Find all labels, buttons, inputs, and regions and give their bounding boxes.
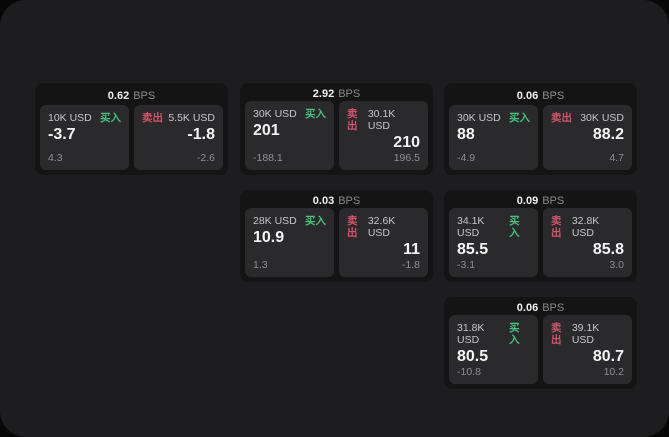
sell-size: 32.6K USD: [367, 215, 396, 239]
card-header: 2.92 BPS: [245, 87, 428, 101]
buy-size: 10K USD: [48, 112, 92, 124]
buy-price: 80.5: [457, 348, 489, 365]
sell-label: 卖出: [551, 112, 572, 124]
buy-panel[interactable]: 30K USD 买入 201 -188.1: [245, 101, 334, 170]
quote-card: 2.92 BPS 30K USD 买入 201 -188.1 卖出 30.1K …: [240, 83, 433, 175]
bps-value: 0.62: [107, 90, 130, 102]
bps-unit-label: BPS: [338, 88, 361, 100]
sell-delta: 3.0: [609, 259, 624, 271]
buy-delta: -4.9: [457, 152, 476, 164]
card-header: 0.62 BPS: [40, 87, 223, 105]
buy-size: 31.8K USD: [457, 322, 485, 346]
bps-unit-label: BPS: [542, 195, 565, 207]
sell-label: 卖出: [142, 112, 163, 124]
buy-panel[interactable]: 10K USD 买入 -3.7 4.3: [40, 105, 129, 170]
bps-unit-label: BPS: [542, 302, 565, 314]
buy-size: 28K USD: [253, 215, 297, 227]
buy-price: 10.9: [253, 229, 285, 246]
buy-delta: -188.1: [253, 152, 283, 164]
buy-price: 85.5: [457, 241, 489, 258]
card-header: 0.03 BPS: [245, 194, 428, 208]
buy-delta: -10.8: [457, 366, 481, 378]
sell-panel[interactable]: 卖出 32.8K USD 85.8 3.0: [543, 208, 632, 277]
buy-delta: -3.1: [457, 259, 476, 271]
bps-value: 2.92: [312, 88, 335, 100]
sell-panel[interactable]: 卖出 30.1K USD 210 196.5: [339, 101, 428, 170]
buy-size: 30K USD: [457, 112, 501, 124]
sell-size: 5.5K USD: [168, 112, 215, 124]
sell-delta: 196.5: [393, 152, 420, 164]
bps-unit-label: BPS: [542, 90, 565, 102]
buy-panel[interactable]: 30K USD 买入 88 -4.9: [449, 105, 538, 170]
bps-unit-label: BPS: [338, 195, 361, 207]
sell-label: 卖出: [551, 215, 562, 239]
sell-panel[interactable]: 卖出 5.5K USD -1.8 -2.6: [134, 105, 223, 170]
buy-label: 买入: [100, 112, 121, 124]
quote-card: 0.06 BPS 31.8K USD 买入 80.5 -10.8 卖出 39.1…: [444, 297, 637, 389]
card-header: 0.09 BPS: [449, 194, 632, 208]
sell-size: 32.8K USD: [571, 215, 600, 239]
card-header: 0.06 BPS: [449, 87, 632, 105]
quote-card: 0.03 BPS 28K USD 买入 10.9 1.3 卖出 32.6K US…: [240, 190, 433, 282]
sell-panel[interactable]: 卖出 30K USD 88.2 4.7: [543, 105, 632, 170]
quote-card: 0.06 BPS 30K USD 买入 88 -4.9 卖出 30K USD 8…: [444, 83, 637, 175]
sell-price: 210: [393, 134, 420, 151]
sell-size: 30.1K USD: [367, 108, 396, 132]
card-header: 0.06 BPS: [449, 301, 632, 315]
quote-card: 0.09 BPS 34.1K USD 买入 85.5 -3.1 卖出 32.8K…: [444, 190, 637, 282]
sell-delta: -2.6: [196, 152, 215, 164]
sell-label: 卖出: [551, 322, 562, 346]
sell-price: 85.8: [592, 241, 624, 258]
buy-delta: 4.3: [48, 152, 63, 164]
bps-value: 0.03: [312, 195, 335, 207]
buy-size: 34.1K USD: [457, 215, 485, 239]
buy-panel[interactable]: 34.1K USD 买入 85.5 -3.1: [449, 208, 538, 277]
sell-price: -1.8: [187, 126, 215, 143]
bps-value: 0.06: [516, 90, 539, 102]
sell-delta: 10.2: [603, 366, 624, 378]
buy-label: 买入: [305, 108, 326, 120]
sell-label: 卖出: [347, 215, 358, 239]
quote-card: 0.62 BPS 10K USD 买入 -3.7 4.3 卖出 5.5K USD…: [35, 83, 228, 175]
bps-value: 0.06: [516, 302, 539, 314]
buy-label: 买入: [509, 215, 520, 239]
sell-delta: 4.7: [609, 152, 624, 164]
buy-panel[interactable]: 31.8K USD 买入 80.5 -10.8: [449, 315, 538, 384]
buy-label: 买入: [305, 215, 326, 227]
sell-panel[interactable]: 卖出 39.1K USD 80.7 10.2: [543, 315, 632, 384]
sell-price: 11: [403, 241, 420, 258]
sell-panel[interactable]: 卖出 32.6K USD 11 -1.8: [339, 208, 428, 277]
bps-unit-label: BPS: [133, 90, 156, 102]
sell-price: 88.2: [592, 126, 624, 143]
sell-size: 30K USD: [580, 112, 624, 124]
buy-price: 88: [457, 126, 475, 143]
sell-price: 80.7: [592, 348, 624, 365]
buy-label: 买入: [509, 322, 520, 346]
buy-label: 买入: [509, 112, 530, 124]
buy-delta: 1.3: [253, 259, 268, 271]
sell-size: 39.1K USD: [571, 322, 600, 346]
bps-value: 0.09: [516, 195, 539, 207]
buy-panel[interactable]: 28K USD 买入 10.9 1.3: [245, 208, 334, 277]
buy-price: 201: [253, 122, 280, 139]
sell-label: 卖出: [347, 108, 358, 132]
sell-delta: -1.8: [401, 259, 420, 271]
buy-size: 30K USD: [253, 108, 297, 120]
buy-price: -3.7: [48, 126, 76, 143]
